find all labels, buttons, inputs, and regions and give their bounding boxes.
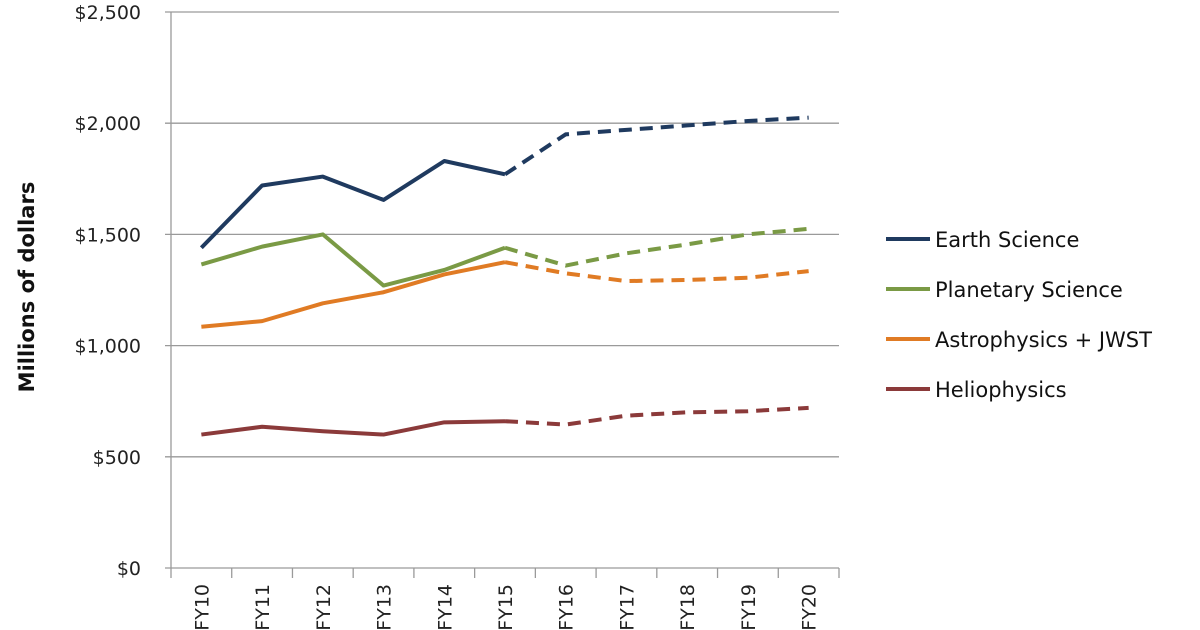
y-tick-label: $500 <box>93 447 141 469</box>
y-tick-label: $2,000 <box>75 113 141 135</box>
x-tick-label: FY15 <box>495 584 517 630</box>
x-tick-label: FY17 <box>616 584 638 630</box>
legend-label: Astrophysics + JWST <box>935 328 1152 352</box>
x-tick-label: FY12 <box>313 584 335 630</box>
legend-label: Heliophysics <box>935 378 1067 402</box>
y-tick-label: $0 <box>117 558 141 580</box>
x-tick-label: FY13 <box>374 584 396 630</box>
y-axis-label: Millions of dollars <box>15 182 39 393</box>
series-line-projected <box>504 226 809 268</box>
series-line-projected <box>504 260 809 284</box>
x-tick-label: FY10 <box>191 584 213 630</box>
x-tick-label: FY11 <box>252 584 274 630</box>
series-line-actual <box>201 260 506 329</box>
y-tick-label: $1,500 <box>75 224 141 246</box>
x-tick-label: FY16 <box>556 584 578 630</box>
series-line-projected <box>503 115 809 177</box>
x-tick-label: FY14 <box>434 584 456 630</box>
x-tick-label: FY18 <box>677 584 699 630</box>
y-tick-label: $1,000 <box>75 336 141 358</box>
x-tick-label: FY19 <box>738 584 760 630</box>
legend-label: Planetary Science <box>935 278 1123 302</box>
series-line-actual <box>201 419 506 437</box>
y-tick-label: $2,500 <box>75 2 141 24</box>
legend-label: Earth Science <box>935 228 1079 252</box>
series-line-actual <box>200 232 506 288</box>
series-line-actual <box>199 159 506 250</box>
series-line-projected <box>504 405 809 427</box>
x-tick-label: FY20 <box>799 584 821 630</box>
